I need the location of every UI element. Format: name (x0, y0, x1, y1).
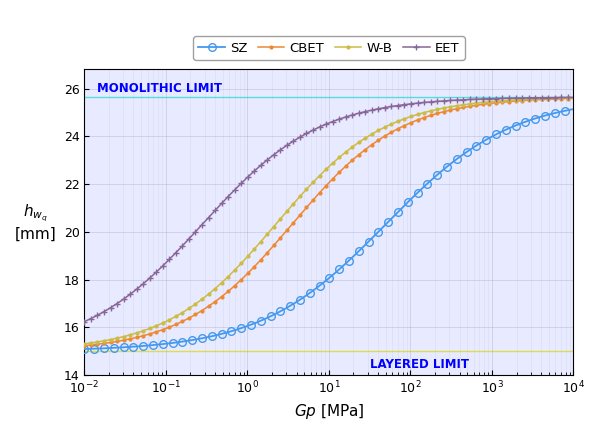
CBET (81, 343, 88, 348)
CBET (369, 142, 376, 147)
CBET (206, 303, 214, 308)
W-B (369, 131, 376, 136)
W-B (407, 114, 415, 119)
SZ (206, 334, 214, 339)
EET (449, 98, 456, 103)
SZ (570, 106, 577, 112)
Line: EET: EET (81, 94, 577, 325)
SZ (167, 341, 175, 346)
X-axis label: $Gp$ [MPa]: $Gp$ [MPa] (293, 402, 364, 421)
Legend: SZ, CBET, W-B, EET: SZ, CBET, W-B, EET (193, 36, 465, 60)
EET (570, 95, 577, 100)
EET (81, 319, 88, 324)
SZ (369, 235, 376, 240)
W-B (449, 104, 456, 109)
W-B (206, 290, 214, 296)
Line: W-B: W-B (82, 95, 576, 347)
CBET (302, 206, 309, 211)
W-B (570, 95, 577, 101)
SZ (302, 293, 309, 299)
SZ (449, 160, 456, 165)
SZ (81, 347, 88, 352)
Y-axis label: $h_{w_q}$
[mm]: $h_{w_q}$ [mm] (15, 203, 57, 242)
CBET (407, 120, 415, 125)
EET (407, 101, 415, 106)
Line: SZ: SZ (80, 105, 577, 353)
W-B (81, 341, 88, 347)
Text: MONOLITHIC LIMIT: MONOLITHIC LIMIT (97, 82, 221, 95)
SZ (407, 196, 415, 201)
EET (369, 107, 376, 112)
CBET (167, 324, 175, 329)
EET (302, 131, 309, 136)
CBET (449, 107, 456, 112)
Line: CBET: CBET (82, 95, 576, 348)
W-B (167, 317, 175, 322)
Text: LAYERED LIMIT: LAYERED LIMIT (370, 358, 469, 371)
W-B (302, 187, 309, 193)
CBET (570, 96, 577, 101)
EET (206, 213, 214, 218)
EET (167, 255, 175, 260)
